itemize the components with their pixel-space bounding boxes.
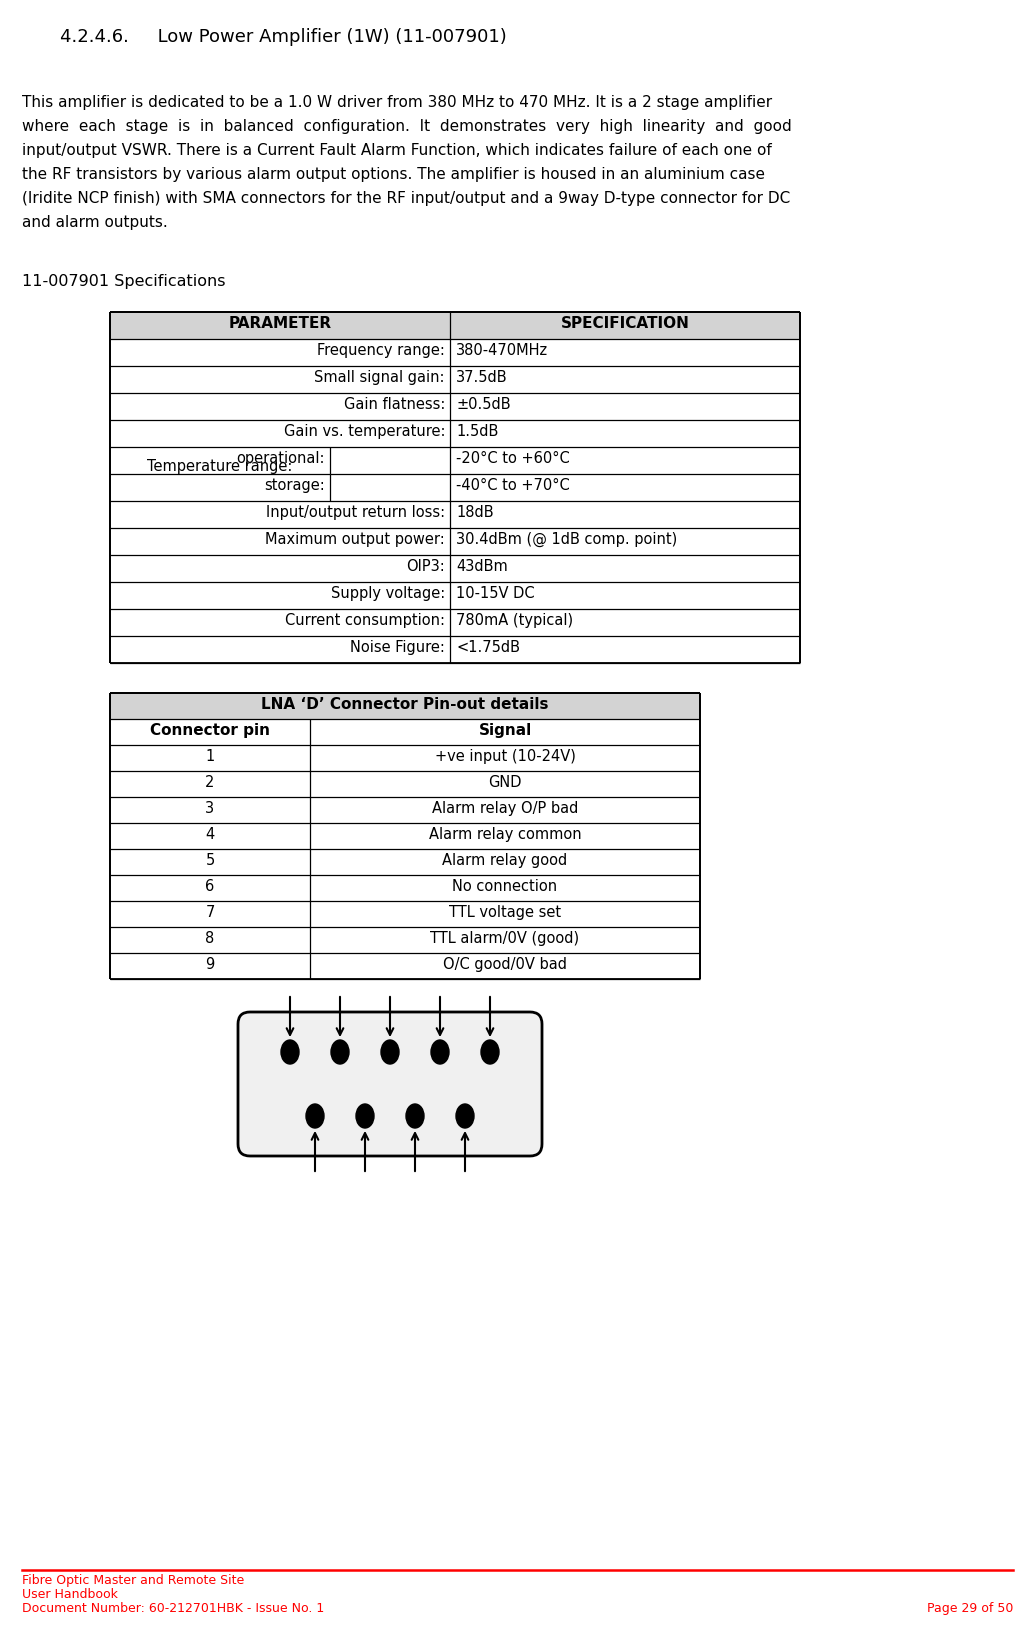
Text: Connector pin: Connector pin (150, 722, 270, 739)
Text: Document Number: 60-212701HBK - Issue No. 1: Document Number: 60-212701HBK - Issue No… (22, 1602, 324, 1615)
Ellipse shape (381, 1040, 400, 1065)
Text: Gain flatness:: Gain flatness: (344, 396, 445, 413)
Text: the RF transistors by various alarm output options. The amplifier is housed in a: the RF transistors by various alarm outp… (22, 167, 765, 182)
Text: Page 29 of 50: Page 29 of 50 (926, 1602, 1013, 1615)
Text: O/C good/0V bad: O/C good/0V bad (443, 957, 567, 971)
Text: TTL alarm/0V (good): TTL alarm/0V (good) (431, 930, 580, 947)
Bar (110, 311, 800, 339)
Text: SPECIFICATION: SPECIFICATION (561, 316, 689, 331)
Text: 380-470MHz: 380-470MHz (456, 342, 549, 359)
Text: GND: GND (489, 775, 522, 790)
Text: Temperature range:: Temperature range: (147, 460, 293, 475)
Text: Current consumption:: Current consumption: (285, 613, 445, 627)
Text: PARAMETER: PARAMETER (229, 316, 331, 331)
Text: 4.2.4.6.     Low Power Amplifier (1W) (11-007901): 4.2.4.6. Low Power Amplifier (1W) (11-00… (60, 28, 507, 46)
Text: storage:: storage: (264, 478, 325, 493)
Text: 2: 2 (205, 775, 214, 790)
Text: 1.5dB: 1.5dB (456, 424, 499, 439)
Text: 5: 5 (205, 853, 214, 868)
Text: Supply voltage:: Supply voltage: (331, 586, 445, 601)
Text: input/output VSWR. There is a Current Fault Alarm Function, which indicates fail: input/output VSWR. There is a Current Fa… (22, 143, 772, 157)
Text: 10-15V DC: 10-15V DC (456, 586, 535, 601)
Ellipse shape (280, 1040, 299, 1065)
Bar (110, 693, 700, 719)
Text: Alarm relay common: Alarm relay common (428, 827, 582, 842)
Text: Frequency range:: Frequency range: (317, 342, 445, 359)
Text: Signal: Signal (478, 722, 532, 739)
Ellipse shape (481, 1040, 499, 1065)
Text: Noise Figure:: Noise Figure: (350, 640, 445, 655)
Ellipse shape (456, 1104, 474, 1129)
Text: -40°C to +70°C: -40°C to +70°C (456, 478, 569, 493)
Text: 6: 6 (205, 880, 214, 894)
Text: (Iridite NCP finish) with SMA connectors for the RF input/output and a 9way D-ty: (Iridite NCP finish) with SMA connectors… (22, 192, 791, 206)
Text: operational:: operational: (237, 450, 325, 465)
Ellipse shape (406, 1104, 424, 1129)
Text: -20°C to +60°C: -20°C to +60°C (456, 450, 569, 465)
Text: Fibre Optic Master and Remote Site: Fibre Optic Master and Remote Site (22, 1574, 244, 1587)
Text: OIP3:: OIP3: (407, 559, 445, 573)
Text: 37.5dB: 37.5dB (456, 370, 507, 385)
Text: User Handbook: User Handbook (22, 1587, 118, 1600)
Ellipse shape (331, 1040, 349, 1065)
Text: TTL voltage set: TTL voltage set (449, 906, 561, 921)
Text: 43dBm: 43dBm (456, 559, 508, 573)
Text: Alarm relay O/P bad: Alarm relay O/P bad (432, 801, 579, 816)
Text: Alarm relay good: Alarm relay good (442, 853, 567, 868)
Ellipse shape (431, 1040, 449, 1065)
Text: where  each  stage  is  in  balanced  configuration.  It  demonstrates  very  hi: where each stage is in balanced configur… (22, 120, 792, 134)
Text: 3: 3 (205, 801, 214, 816)
Text: LNA ‘D’ Connector Pin-out details: LNA ‘D’ Connector Pin-out details (261, 698, 549, 713)
Text: Small signal gain:: Small signal gain: (315, 370, 445, 385)
Text: This amplifier is dedicated to be a 1.0 W driver from 380 MHz to 470 MHz. It is : This amplifier is dedicated to be a 1.0 … (22, 95, 772, 110)
Ellipse shape (356, 1104, 374, 1129)
Text: Gain vs. temperature:: Gain vs. temperature: (284, 424, 445, 439)
Text: 30.4dBm (@ 1dB comp. point): 30.4dBm (@ 1dB comp. point) (456, 532, 677, 547)
Text: Maximum output power:: Maximum output power: (265, 532, 445, 547)
Text: 8: 8 (205, 930, 214, 947)
Text: ±0.5dB: ±0.5dB (456, 396, 510, 413)
Text: and alarm outputs.: and alarm outputs. (22, 215, 168, 229)
Text: 1: 1 (205, 749, 214, 763)
Text: Input/output return loss:: Input/output return loss: (266, 505, 445, 519)
Text: No connection: No connection (452, 880, 558, 894)
Text: 9: 9 (205, 957, 214, 971)
FancyBboxPatch shape (238, 1012, 542, 1156)
Text: 7: 7 (205, 906, 214, 921)
Text: 780mA (typical): 780mA (typical) (456, 613, 573, 627)
Text: 4: 4 (205, 827, 214, 842)
Text: <1.75dB: <1.75dB (456, 640, 520, 655)
Ellipse shape (306, 1104, 324, 1129)
Text: +ve input (10-24V): +ve input (10-24V) (435, 749, 575, 763)
Text: 11-007901 Specifications: 11-007901 Specifications (22, 274, 226, 288)
Text: 18dB: 18dB (456, 505, 494, 519)
